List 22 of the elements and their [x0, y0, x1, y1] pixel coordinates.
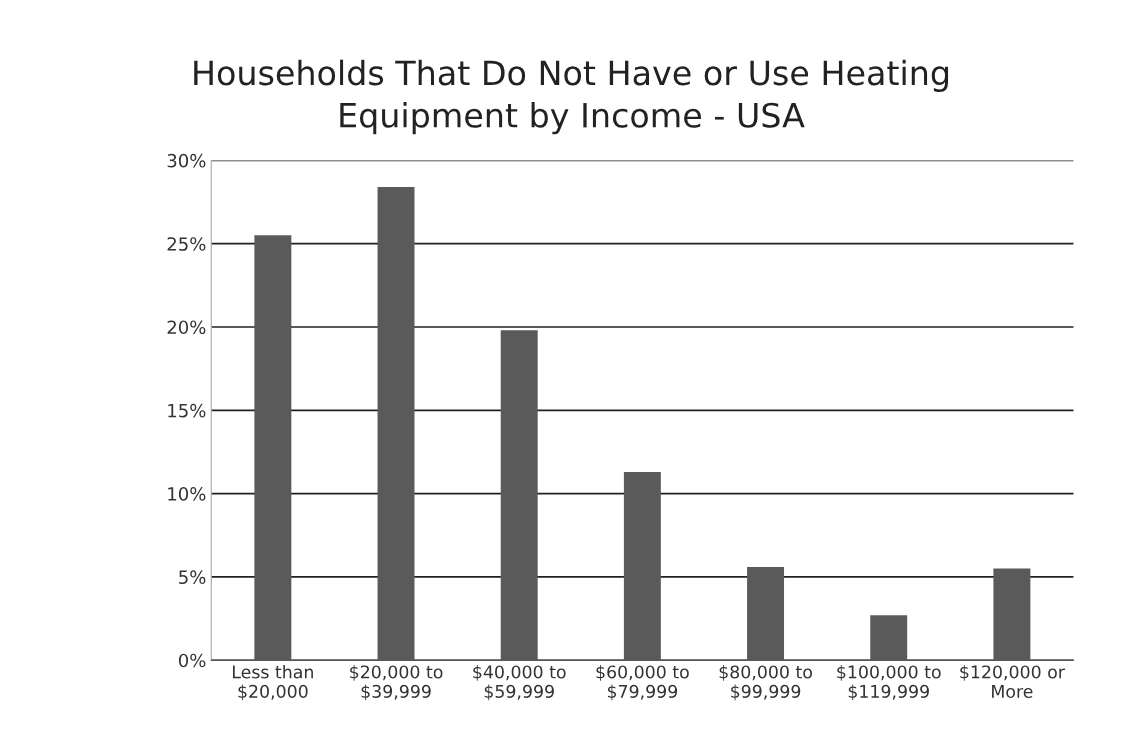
x-tick-label: $20,000 to $39,999 [350, 665, 443, 701]
x-tick-label: Less than $20,000 [233, 665, 313, 701]
y-tick-label: 0% [178, 653, 206, 668]
bar [377, 187, 415, 661]
y-tick-label: 20% [167, 320, 206, 335]
bar [870, 615, 908, 661]
x-tick-label: $60,000 to $79,999 [596, 665, 689, 701]
bar [993, 568, 1031, 661]
bar [747, 566, 785, 661]
bar [500, 330, 538, 661]
bar [623, 471, 661, 661]
x-tick-label: $40,000 to $59,999 [473, 665, 566, 701]
y-tick-label: 15% [168, 403, 206, 418]
chart-title: Households That Do Not Have or Use Heating Equipment by Income - USA [194, 59, 949, 135]
x-tick-label: $80,000 to $99,999 [719, 665, 812, 701]
y-tick-label: 5% [179, 570, 206, 585]
y-tick-label: 30% [167, 153, 206, 168]
x-tick-label: $100,000 to $119,999 [837, 665, 941, 701]
y-tick-label: 10% [168, 487, 206, 501]
bar [254, 235, 292, 661]
x-tick-label: $120,000 or More [960, 665, 1065, 698]
y-tick-label: 25% [167, 237, 206, 251]
